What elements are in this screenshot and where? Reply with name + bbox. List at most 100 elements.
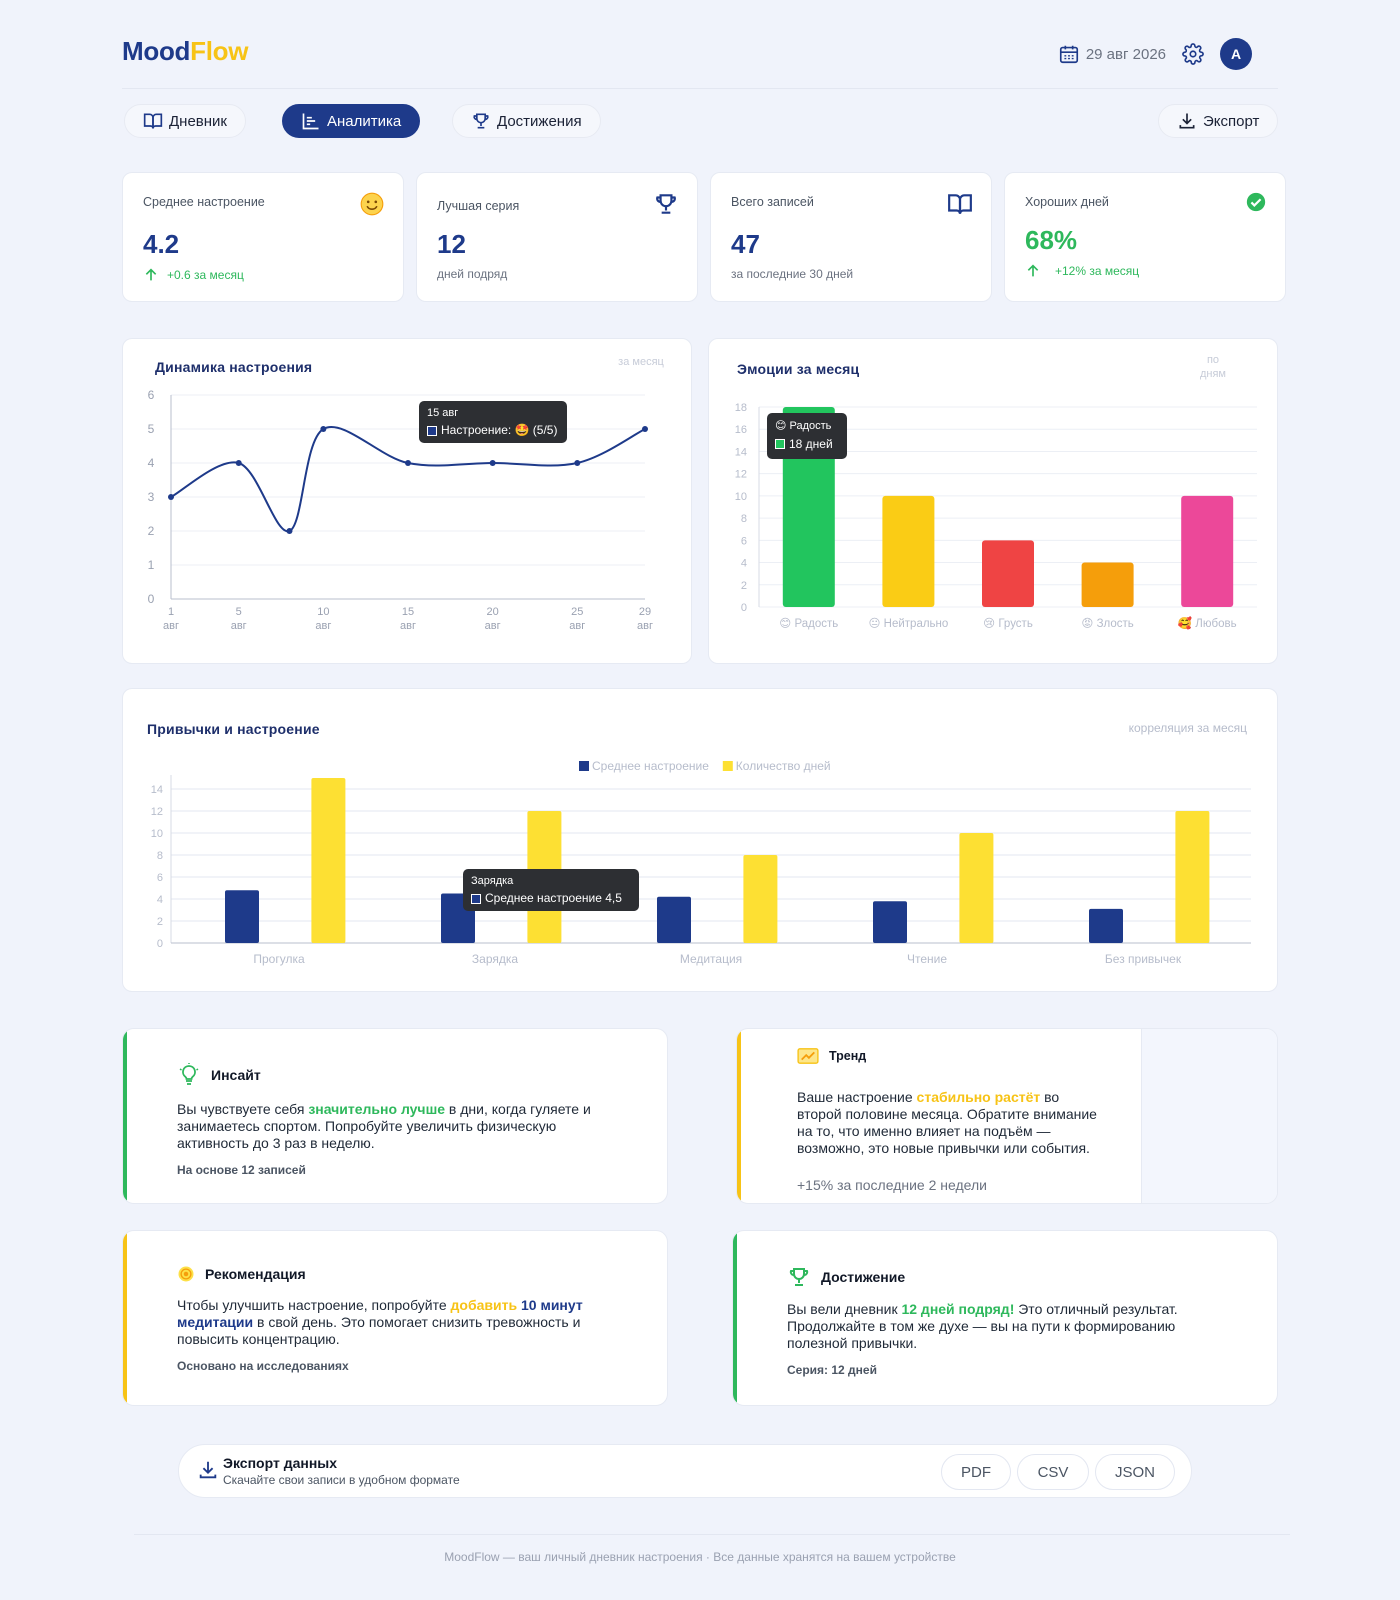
stat-value: 47 bbox=[731, 229, 760, 260]
mood-dynamics-panel: Динамика настроения за месяц 01234561авг… bbox=[122, 338, 692, 664]
stat-value: 68% bbox=[1025, 225, 1077, 256]
settings-button[interactable] bbox=[1180, 41, 1206, 67]
x-tick-label: 1авг bbox=[163, 606, 179, 632]
y-tick-label: 0 bbox=[157, 938, 163, 950]
export-button[interactable]: Экспорт bbox=[1158, 104, 1278, 138]
export-subtitle: Скачайте свои записи в удобном формате bbox=[223, 1473, 460, 1487]
mood-line bbox=[171, 427, 645, 531]
card-text: Ваше настроение стабильно растёт во втор… bbox=[797, 1089, 1107, 1157]
y-tick-label: 2 bbox=[741, 580, 747, 592]
export-data-bar: Экспорт данных Скачайте свои записи в уд… bbox=[178, 1444, 1192, 1498]
x-tick-label: 😐 Нейтрально bbox=[868, 617, 948, 630]
y-tick-label: 10 bbox=[151, 828, 163, 840]
emotions-bar-chart[interactable]: 024681012141618😊 Радость😐 Нейтрально😢 Гр… bbox=[709, 339, 1279, 665]
x-tick-label: 10авг bbox=[315, 606, 331, 632]
target-icon bbox=[177, 1265, 195, 1283]
card-text: Чтобы улучшить настроение, попробуйте до… bbox=[177, 1297, 617, 1348]
tab-achievements[interactable]: Достижения bbox=[452, 104, 601, 138]
mood-bar bbox=[1089, 909, 1123, 943]
trophy-icon bbox=[787, 1265, 811, 1289]
days-bar bbox=[311, 778, 345, 943]
export-pdf-button[interactable]: PDF bbox=[941, 1454, 1011, 1490]
y-tick-label: 6 bbox=[157, 872, 163, 884]
x-tick-label: 😊 Радость bbox=[779, 617, 838, 630]
stat-card-avg-mood: Среднее настроение 4.2 +0.6 за месяц bbox=[122, 172, 404, 302]
y-tick-label: 2 bbox=[157, 916, 163, 928]
y-tick-label: 18 bbox=[735, 402, 747, 414]
stat-card-total-entries: Всего записей 47 за последние 30 дней bbox=[710, 172, 992, 302]
x-tick-label: 5авг bbox=[231, 606, 247, 632]
x-tick-label: Чтение bbox=[907, 952, 947, 966]
legend-swatch bbox=[775, 439, 785, 449]
y-tick-label: 8 bbox=[741, 513, 747, 525]
download-icon bbox=[1177, 111, 1197, 131]
legend-label: Количество дней bbox=[736, 759, 831, 773]
y-tick-label: 14 bbox=[735, 446, 747, 458]
book-icon bbox=[143, 111, 163, 131]
y-tick-label: 5 bbox=[148, 422, 155, 436]
chart-tooltip: 15 авг Настроение: 🤩 (5/5) bbox=[419, 401, 567, 443]
y-tick-label: 10 bbox=[735, 491, 747, 503]
recommendation-card: Рекомендация Чтобы улучшить настроение, … bbox=[122, 1230, 668, 1406]
days-bar bbox=[1175, 811, 1209, 943]
app-logo[interactable]: MoodFlow bbox=[122, 36, 248, 67]
calendar-icon bbox=[1058, 43, 1080, 65]
arrow-up-icon bbox=[143, 267, 159, 283]
mood-bar bbox=[873, 901, 907, 943]
export-title: Экспорт данных bbox=[223, 1455, 337, 1471]
y-tick-label: 0 bbox=[741, 602, 747, 614]
export-csv-button[interactable]: CSV bbox=[1017, 1454, 1089, 1490]
emotion-bar bbox=[1181, 496, 1233, 607]
card-title: Рекомендация bbox=[177, 1265, 306, 1283]
lightbulb-icon bbox=[177, 1063, 201, 1087]
habits-panel: Привычки и настроение корреляция за меся… bbox=[122, 688, 1278, 992]
card-text: Вы чувствуете себя значительно лучше в д… bbox=[177, 1101, 627, 1152]
trend-card: Тренд Ваше настроение стабильно растёт в… bbox=[736, 1028, 1278, 1204]
legend-swatch bbox=[427, 426, 437, 436]
y-tick-label: 1 bbox=[148, 558, 155, 572]
tab-diary[interactable]: Дневник bbox=[124, 104, 246, 138]
export-json-button[interactable]: JSON bbox=[1095, 1454, 1175, 1490]
y-tick-label: 0 bbox=[148, 592, 155, 606]
card-footnote: Основано на исследованиях bbox=[177, 1359, 349, 1373]
mood-bar bbox=[657, 897, 691, 943]
current-date: 29 авг 2026 bbox=[1086, 46, 1166, 63]
accent-bar bbox=[733, 1231, 737, 1405]
date-display[interactable]: 29 авг 2026 bbox=[1058, 43, 1166, 65]
mood-line-chart[interactable]: 01234561авг5авг10авг15авг20авг25авг29авг bbox=[123, 339, 693, 665]
stat-value: 12 bbox=[437, 229, 466, 260]
accent-bar bbox=[737, 1029, 741, 1203]
avatar[interactable]: A bbox=[1220, 38, 1252, 70]
x-tick-label: 😡 Злость bbox=[1081, 617, 1133, 630]
y-tick-label: 8 bbox=[157, 850, 163, 862]
card-title: Достижение bbox=[787, 1265, 905, 1289]
stat-card-good-days: Хороших дней 68% +12% за месяц bbox=[1004, 172, 1286, 302]
card-title: Инсайт bbox=[177, 1063, 261, 1087]
mood-point bbox=[405, 460, 411, 466]
mood-point bbox=[236, 460, 242, 466]
card-footnote: +15% за последние 2 недели bbox=[797, 1177, 987, 1193]
y-tick-label: 6 bbox=[148, 388, 155, 402]
tab-analytics[interactable]: Аналитика bbox=[282, 104, 420, 138]
chart-tooltip: 😊 Радость 18 дней bbox=[767, 413, 847, 459]
card-side-panel bbox=[1141, 1029, 1277, 1204]
accent-bar bbox=[123, 1231, 127, 1405]
mood-point bbox=[574, 460, 580, 466]
x-tick-label: Без привычек bbox=[1105, 952, 1182, 966]
x-tick-label: 25авг bbox=[569, 606, 585, 632]
mood-point bbox=[287, 528, 293, 534]
bar-chart-icon bbox=[301, 111, 321, 131]
download-icon bbox=[197, 1459, 219, 1481]
card-footnote: Серия: 12 дней bbox=[787, 1363, 877, 1377]
y-tick-label: 12 bbox=[735, 469, 747, 481]
y-tick-label: 6 bbox=[741, 535, 747, 547]
legend-swatch bbox=[723, 761, 733, 771]
y-tick-label: 16 bbox=[735, 424, 747, 436]
arrow-up-icon bbox=[1025, 263, 1041, 279]
y-tick-label: 4 bbox=[741, 558, 747, 570]
header-actions: 29 авг 2026 A bbox=[1058, 38, 1252, 70]
x-tick-label: 20авг bbox=[485, 606, 501, 632]
days-bar bbox=[743, 855, 777, 943]
habits-bar-chart[interactable]: 02468101214Среднее настроениеКоличество … bbox=[123, 689, 1279, 993]
trophy-icon bbox=[653, 191, 679, 222]
